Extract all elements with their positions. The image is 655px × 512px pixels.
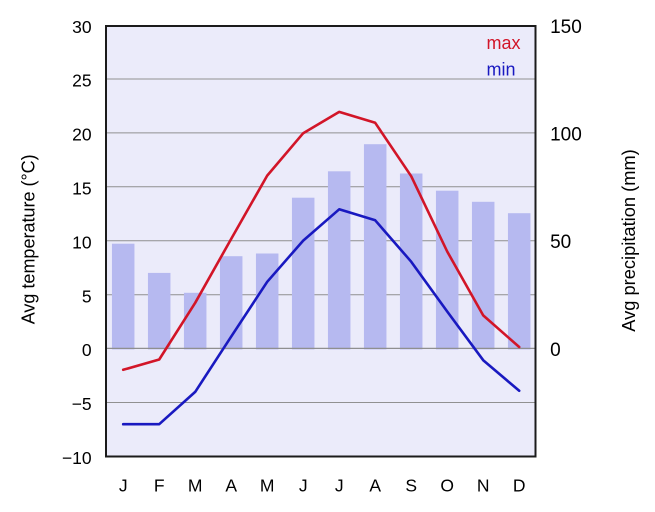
svg-text:15: 15 — [72, 178, 91, 198]
svg-text:M: M — [188, 476, 203, 496]
svg-text:F: F — [154, 476, 165, 496]
svg-text:0: 0 — [82, 340, 92, 360]
svg-text:20: 20 — [72, 125, 92, 145]
svg-text:100: 100 — [550, 124, 582, 145]
svg-text:50: 50 — [550, 232, 571, 253]
svg-text:−10: −10 — [62, 448, 92, 468]
svg-text:M: M — [260, 476, 275, 496]
svg-text:5: 5 — [82, 286, 92, 306]
svg-text:25: 25 — [72, 71, 91, 91]
svg-text:A: A — [369, 476, 381, 496]
svg-text:D: D — [513, 476, 526, 496]
svg-text:−5: −5 — [72, 394, 92, 414]
svg-text:O: O — [440, 476, 454, 496]
svg-text:S: S — [405, 476, 417, 496]
svg-text:0: 0 — [550, 340, 561, 361]
svg-text:Avg precipitation (mm): Avg precipitation (mm) — [618, 149, 639, 332]
svg-text:150: 150 — [550, 17, 582, 38]
svg-text:10: 10 — [72, 232, 92, 252]
svg-text:max: max — [487, 33, 521, 53]
svg-text:N: N — [477, 476, 490, 496]
svg-text:J: J — [335, 476, 344, 496]
svg-text:30: 30 — [72, 17, 92, 37]
svg-text:min: min — [487, 60, 516, 80]
svg-text:J: J — [119, 476, 128, 496]
svg-text:J: J — [299, 476, 308, 496]
svg-text:A: A — [225, 476, 237, 496]
svg-text:Avg temperature (°C): Avg temperature (°C) — [18, 154, 38, 324]
